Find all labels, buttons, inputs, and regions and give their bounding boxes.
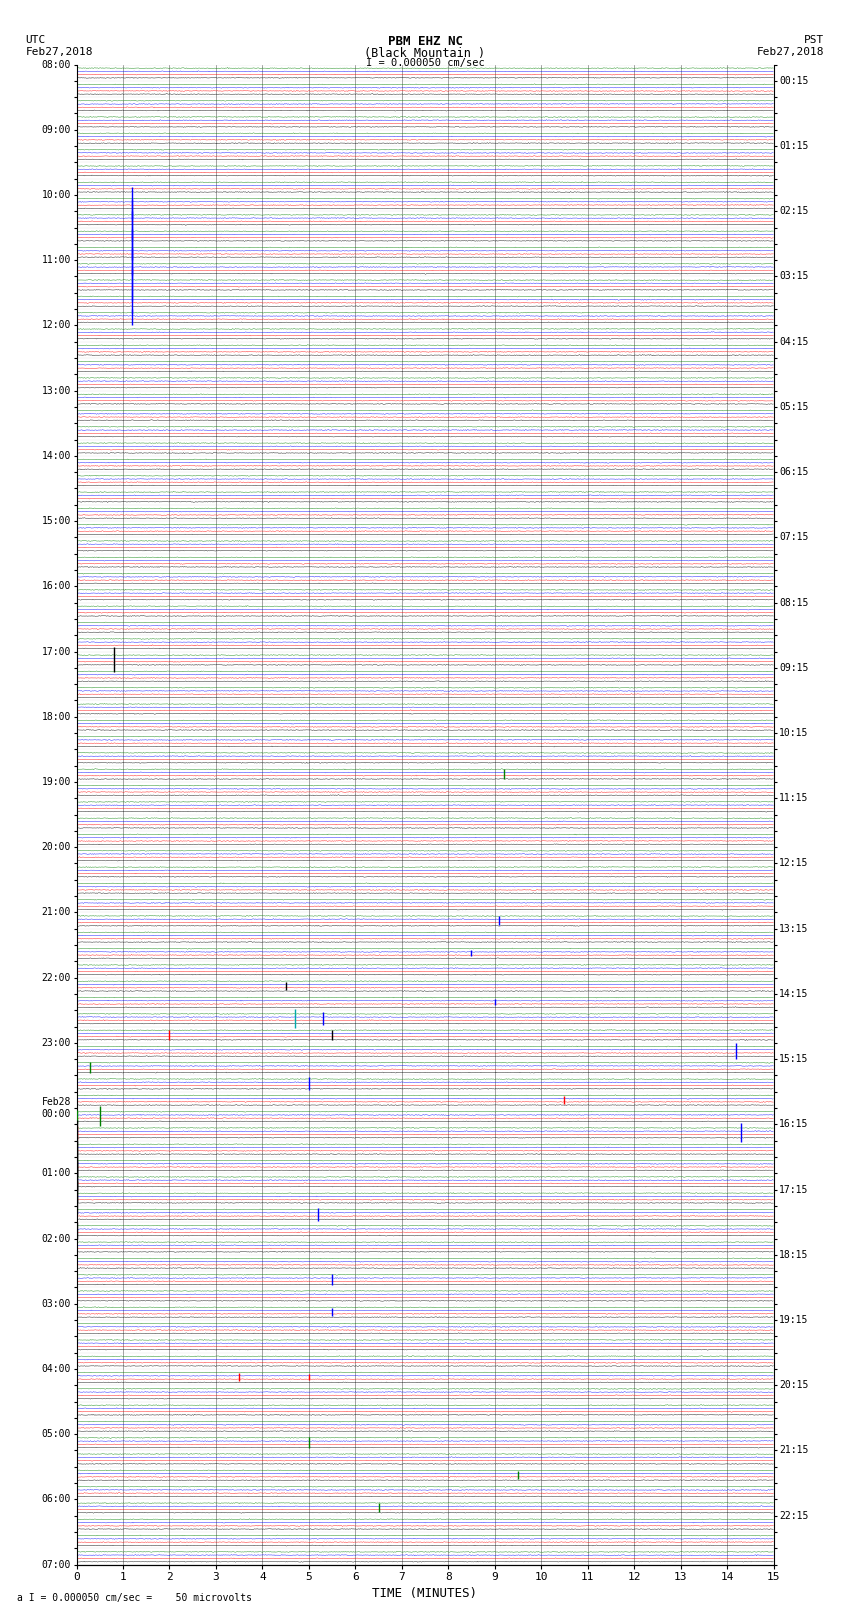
Text: UTC: UTC [26, 35, 46, 45]
Text: I = 0.000050 cm/sec: I = 0.000050 cm/sec [366, 58, 484, 68]
Text: PBM EHZ NC: PBM EHZ NC [388, 35, 462, 48]
Text: PST: PST [804, 35, 824, 45]
Text: Feb27,2018: Feb27,2018 [26, 47, 93, 56]
Text: (Black Mountain ): (Black Mountain ) [365, 47, 485, 60]
Text: a I = 0.000050 cm/sec =    50 microvolts: a I = 0.000050 cm/sec = 50 microvolts [17, 1594, 252, 1603]
X-axis label: TIME (MINUTES): TIME (MINUTES) [372, 1587, 478, 1600]
Text: Feb27,2018: Feb27,2018 [757, 47, 824, 56]
